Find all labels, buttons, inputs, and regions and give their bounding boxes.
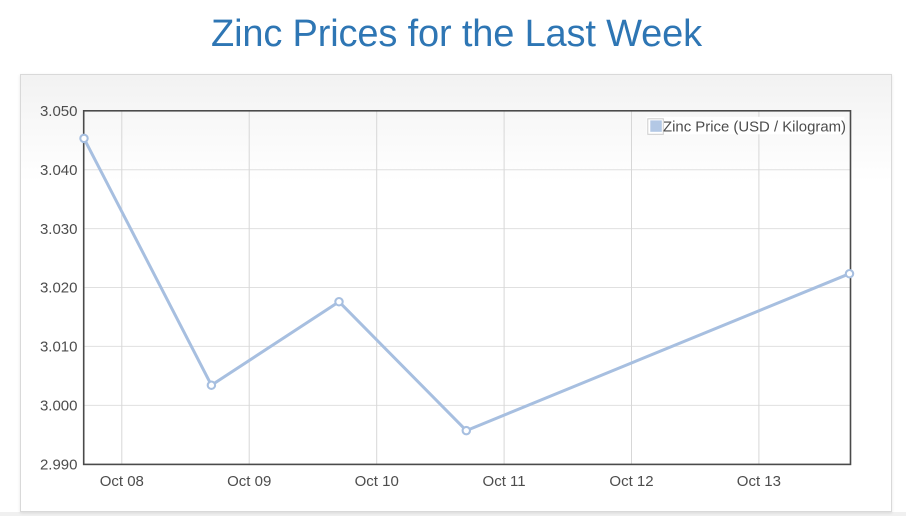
svg-text:Zinc Price (USD / Kilogram): Zinc Price (USD / Kilogram): [663, 118, 846, 135]
svg-text:3.010: 3.010: [40, 339, 78, 356]
svg-text:3.020: 3.020: [40, 280, 78, 297]
svg-text:2.990: 2.990: [40, 457, 78, 474]
svg-text:Oct 09: Oct 09: [227, 473, 271, 490]
svg-text:Oct 10: Oct 10: [355, 473, 399, 490]
svg-text:Oct 08: Oct 08: [100, 473, 144, 490]
svg-text:3.000: 3.000: [40, 398, 78, 415]
svg-text:Oct 12: Oct 12: [609, 473, 653, 490]
svg-text:3.030: 3.030: [40, 221, 78, 238]
svg-text:Oct 11: Oct 11: [483, 473, 526, 490]
svg-text:Oct 13: Oct 13: [737, 473, 781, 490]
svg-text:3.050: 3.050: [40, 103, 78, 120]
svg-text:3.040: 3.040: [40, 162, 78, 179]
